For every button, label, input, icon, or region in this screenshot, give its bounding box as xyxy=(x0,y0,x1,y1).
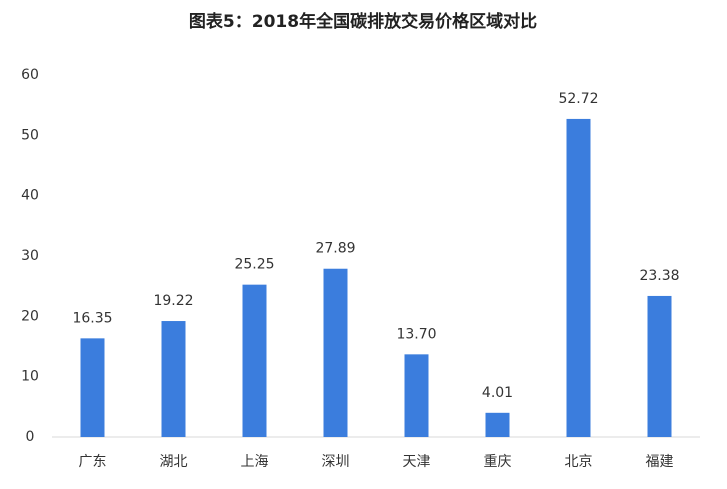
data-label: 25.25 xyxy=(234,257,274,273)
x-tick-label: 广东 xyxy=(79,454,107,470)
x-tick-label: 福建 xyxy=(646,454,674,470)
y-tick-label: 60 xyxy=(21,67,39,83)
bar xyxy=(80,338,105,437)
data-label: 19.22 xyxy=(153,293,193,309)
bar xyxy=(485,412,510,437)
x-tick-label: 深圳 xyxy=(322,454,350,470)
bar xyxy=(566,118,591,437)
x-tick-label: 重庆 xyxy=(484,454,512,470)
y-tick-label: 40 xyxy=(21,188,39,204)
x-tick-label: 上海 xyxy=(241,454,269,470)
bar xyxy=(404,354,429,437)
bar xyxy=(161,321,186,437)
data-label: 4.01 xyxy=(482,385,513,401)
bar xyxy=(323,268,348,437)
x-tick-label: 湖北 xyxy=(160,454,188,470)
data-label: 23.38 xyxy=(639,268,679,284)
bar xyxy=(647,295,672,437)
y-tick-label: 30 xyxy=(21,248,39,264)
y-tick-label: 50 xyxy=(21,127,39,143)
bar xyxy=(242,284,267,437)
x-tick-label: 北京 xyxy=(565,454,593,470)
data-label: 52.72 xyxy=(558,91,598,107)
y-tick-label: 0 xyxy=(26,429,35,445)
data-label: 16.35 xyxy=(72,310,112,326)
data-label: 27.89 xyxy=(315,241,355,257)
chart-title: 图表5：2018年全国碳排放交易价格区域对比 xyxy=(189,11,537,32)
y-tick-label: 20 xyxy=(21,308,39,324)
x-tick-label: 天津 xyxy=(403,454,431,470)
data-label: 13.70 xyxy=(396,326,436,342)
y-tick-label: 10 xyxy=(21,369,39,385)
